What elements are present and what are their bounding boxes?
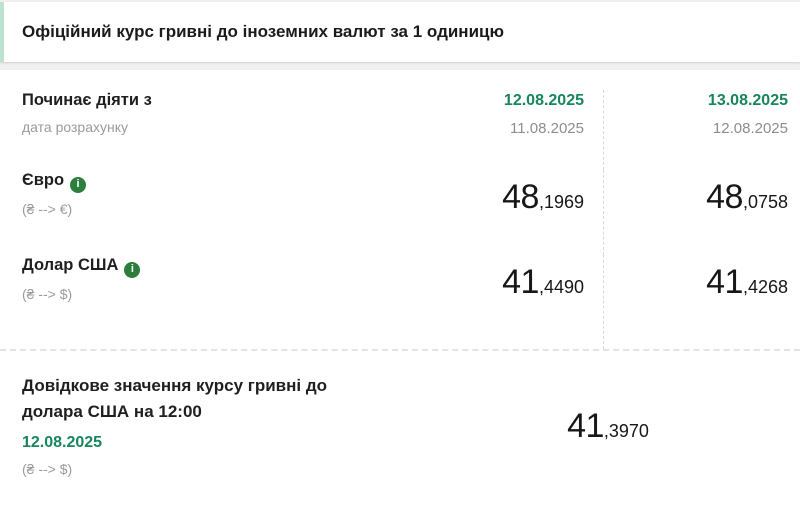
reference-title-line1: Довідкове значення курсу гривні до [22, 376, 328, 395]
eur-rate-2-dec: ,0758 [742, 192, 788, 212]
reference-rate-row: Довідкове значення курсу гривні до долар… [22, 373, 788, 479]
usd-rate-2-int: 41 [706, 263, 743, 301]
eur-label-cell: Євро i (₴ --> €) [22, 170, 388, 255]
usd-rate-1-dec: ,4490 [538, 277, 584, 297]
currency-pair-eur: (₴ --> €) [22, 200, 73, 217]
reference-rate-int: 41 [567, 407, 604, 445]
currency-name-usd: Долар США [22, 256, 119, 274]
section-divider [0, 349, 800, 351]
info-icon-glyph: i [130, 263, 134, 275]
usd-label-cell: Долар США i (₴ --> $) [22, 255, 388, 349]
page-title: Офіційний курс гривні до іноземних валют… [22, 22, 504, 41]
eur-rate-1-int: 48 [502, 178, 539, 216]
date-col-1: 12.08.2025 11.08.2025 [388, 90, 603, 170]
reference-rate-dec: ,3970 [603, 421, 649, 441]
calculation-date-1: 11.08.2025 [510, 120, 584, 137]
effective-date-1: 12.08.2025 [503, 92, 584, 109]
info-icon[interactable]: i [70, 176, 87, 193]
usd-rate-2: 41,4268 [603, 255, 788, 349]
usd-rate-1-int: 41 [502, 263, 539, 301]
usd-rate-1: 41,4490 [388, 255, 603, 349]
calculation-date-label: дата розрахунку [22, 119, 128, 135]
reference-rate-value: 41,3970 [428, 409, 788, 443]
currency-pair-usd: (₴ --> $) [22, 285, 73, 302]
effective-from-label: Починає діяти з [22, 91, 152, 109]
eur-rate-1: 48,1969 [388, 170, 603, 255]
reference-title-line2: долара США на 12:00 [22, 402, 202, 421]
usd-rate-2-dec: ,4268 [742, 277, 788, 297]
dates-label-cell: Починає діяти з дата розрахунку [22, 90, 388, 170]
reference-date: 12.08.2025 [22, 434, 103, 451]
calculation-date-2: 12.08.2025 [712, 120, 788, 137]
reference-title: Довідкове значення курсу гривні до долар… [22, 373, 428, 425]
currency-row-eur: Євро i (₴ --> €) 48,1969 48,0758 [22, 170, 788, 255]
eur-rate-2: 48,0758 [603, 170, 788, 255]
eur-name-line: Євро i [22, 170, 388, 193]
info-icon[interactable]: i [124, 261, 141, 278]
date-col-2: 13.08.2025 12.08.2025 [603, 90, 788, 170]
dates-header-row: Починає діяти з дата розрахунку 12.08.20… [22, 90, 788, 170]
eur-rate-2-int: 48 [706, 178, 743, 216]
header-card: Офіційний курс гривні до іноземних валют… [0, 2, 800, 62]
eur-rate-1-dec: ,1969 [538, 192, 584, 212]
currency-name-eur: Євро [22, 171, 65, 189]
usd-name-line: Долар США i [22, 255, 388, 278]
reference-pair: (₴ --> $) [22, 461, 73, 477]
currency-row-usd: Долар США i (₴ --> $) 41,4490 41,4268 [22, 255, 788, 349]
effective-date-2: 13.08.2025 [707, 92, 788, 109]
reference-label-cell: Довідкове значення курсу гривні до долар… [22, 373, 428, 479]
rates-card: Починає діяти з дата розрахунку 12.08.20… [0, 70, 800, 524]
info-icon-glyph: i [76, 178, 80, 190]
